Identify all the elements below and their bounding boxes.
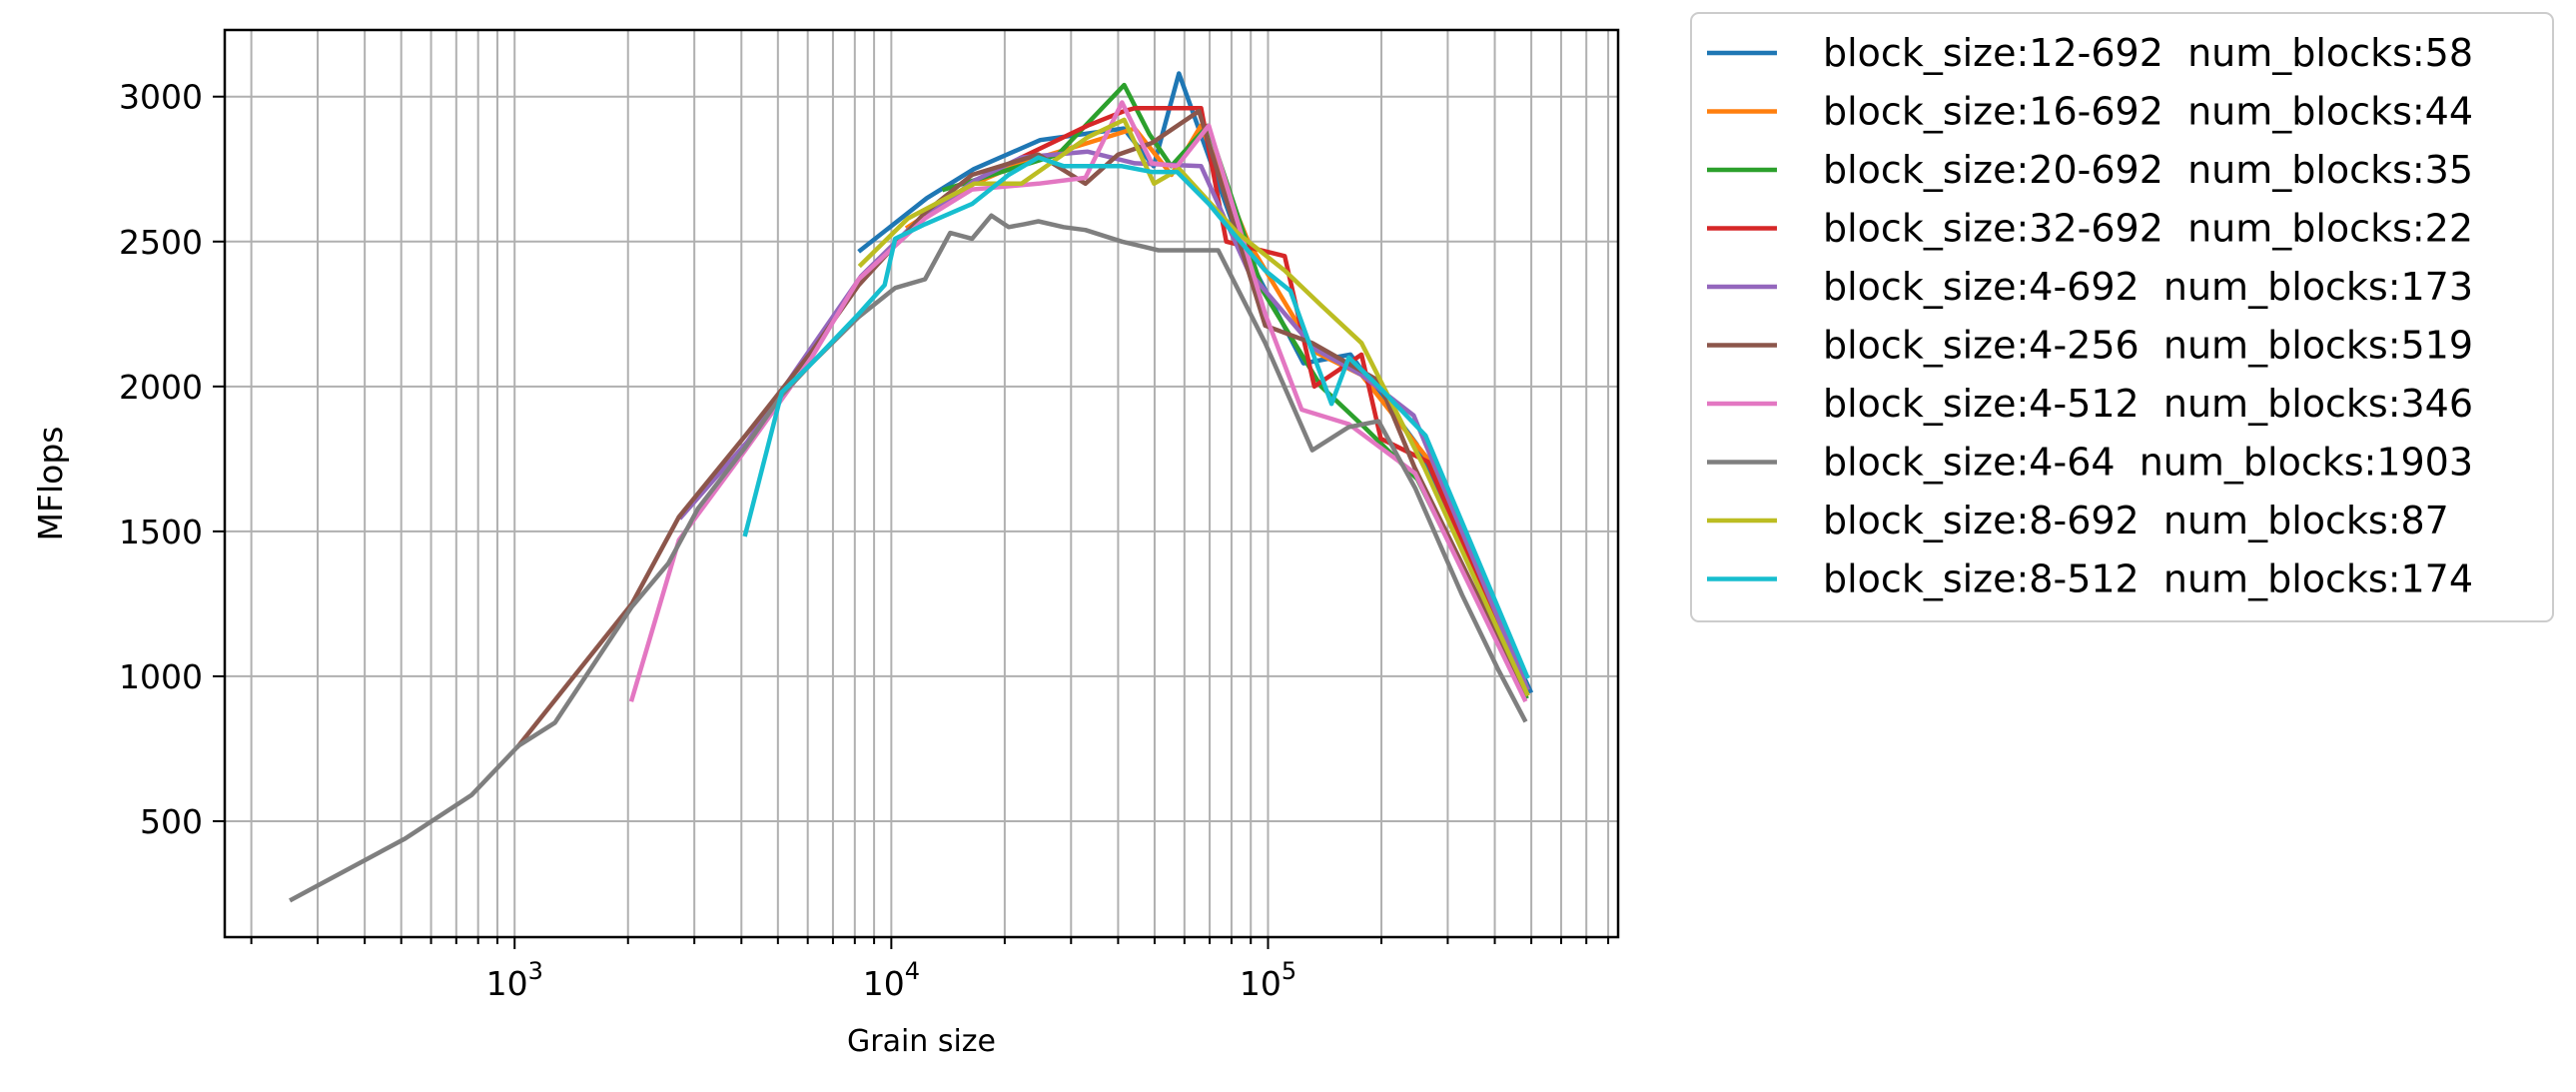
x-tick-label: 104 bbox=[863, 957, 920, 1003]
legend-entry-label: block_size:4-692 num_blocks:173 bbox=[1823, 265, 2473, 309]
legend-entry-label: block_size:20-692 num_blocks:35 bbox=[1823, 148, 2473, 192]
series-line-9 bbox=[857, 117, 1530, 697]
series-line-10 bbox=[742, 155, 1530, 679]
legend-box bbox=[1690, 12, 2554, 622]
legend-entry-label: block_size:16-692 num_blocks:44 bbox=[1823, 90, 2473, 134]
series-line-6 bbox=[514, 108, 1528, 749]
y-tick-label: 3000 bbox=[119, 78, 203, 117]
legend-entry-label: block_size:8-512 num_blocks:174 bbox=[1823, 557, 2473, 601]
legend-entry-label: block_size:4-64 num_blocks:1903 bbox=[1823, 441, 2473, 485]
y-tick-label: 2000 bbox=[119, 368, 203, 407]
x-axis-label: Grain size bbox=[847, 1024, 996, 1059]
y-tick-label: 500 bbox=[140, 802, 203, 841]
series-layer bbox=[289, 71, 1534, 903]
legend-entry-label: block_size:12-692 num_blocks:58 bbox=[1823, 31, 2473, 75]
legend: block_size:12-692 num_blocks:58 block_siz… bbox=[1690, 12, 2554, 622]
legend-entry-label: block_size:8-692 num_blocks:87 bbox=[1823, 499, 2449, 543]
series-line-8 bbox=[289, 213, 1528, 903]
y-axis-label: MFlops bbox=[31, 427, 70, 542]
axes: 500 1000 1500 2000 2500 3000 103 104 105 bbox=[119, 28, 1620, 1003]
x-tick-label: 103 bbox=[486, 957, 543, 1003]
y-tick-label: 1000 bbox=[119, 657, 203, 696]
plot-frame bbox=[223, 28, 1620, 939]
legend-entry-label: block_size:32-692 num_blocks:22 bbox=[1823, 207, 2473, 251]
y-tick-label: 2500 bbox=[119, 223, 203, 262]
legend-entry-label: block_size:4-256 num_blocks:519 bbox=[1823, 324, 2473, 368]
y-tick-label: 1500 bbox=[119, 513, 203, 551]
x-tick-label: 105 bbox=[1240, 957, 1296, 1003]
legend-entry-label: block_size:4-512 num_blocks:346 bbox=[1823, 382, 2473, 426]
